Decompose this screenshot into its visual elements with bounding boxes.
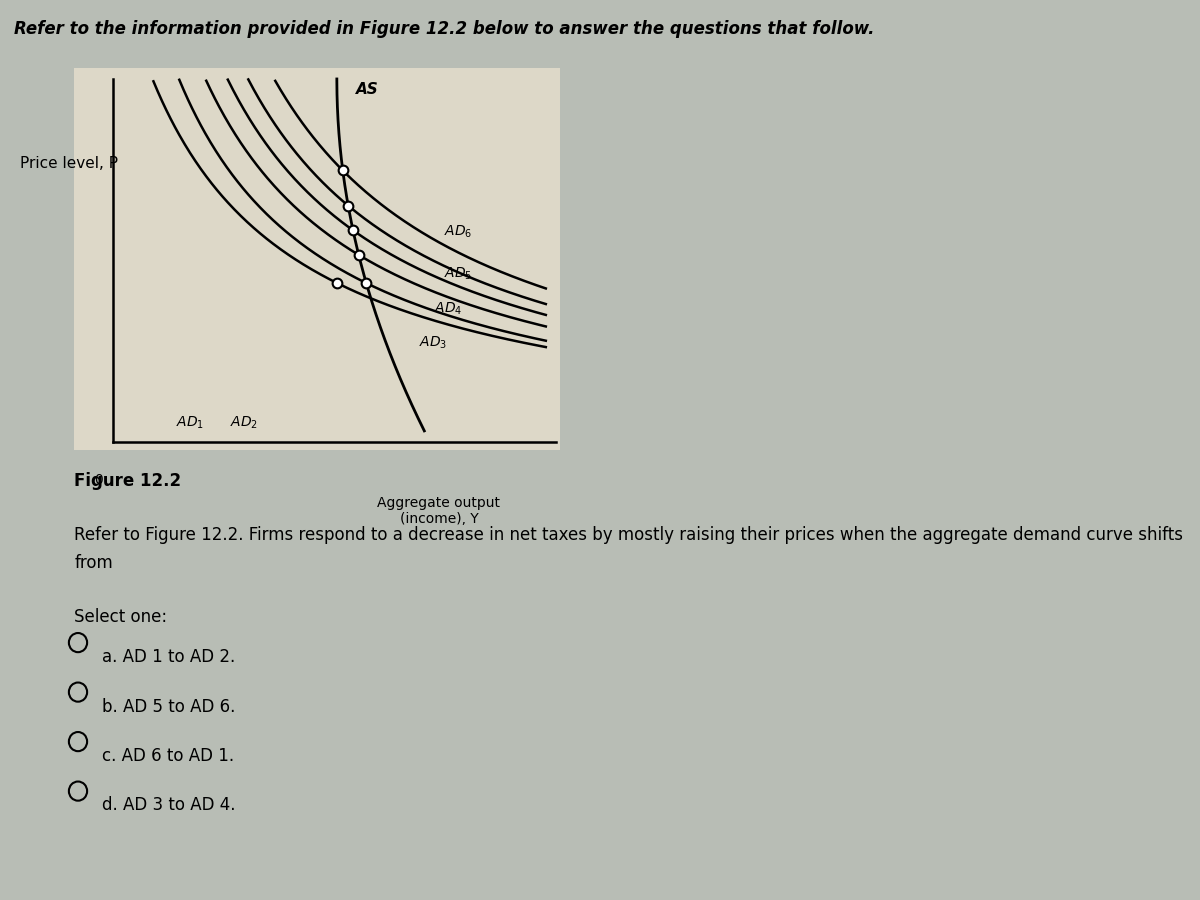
- Text: $AD_{2}$: $AD_{2}$: [230, 415, 258, 431]
- Text: 0: 0: [95, 473, 103, 487]
- Text: $AD_{1}$: $AD_{1}$: [176, 415, 205, 431]
- Text: AS: AS: [356, 82, 379, 97]
- Text: Refer to Figure 12.2. Firms respond to a decrease in net taxes by mostly raising: Refer to Figure 12.2. Firms respond to a…: [74, 526, 1183, 544]
- Text: b. AD 5 to AD 6.: b. AD 5 to AD 6.: [102, 698, 235, 716]
- Text: from: from: [74, 554, 113, 572]
- Text: $AD_{4}$: $AD_{4}$: [434, 301, 462, 317]
- Text: Price level, P: Price level, P: [20, 156, 119, 171]
- Text: Select one:: Select one:: [74, 608, 168, 625]
- Text: Refer to the information provided in Figure 12.2 below to answer the questions t: Refer to the information provided in Fig…: [14, 20, 875, 38]
- Text: d. AD 3 to AD 4.: d. AD 3 to AD 4.: [102, 796, 235, 814]
- Text: $AD_{6}$: $AD_{6}$: [444, 224, 472, 240]
- Text: $AD_{3}$: $AD_{3}$: [420, 335, 448, 351]
- Text: Aggregate output
(income), Y: Aggregate output (income), Y: [377, 496, 500, 526]
- Text: $AD_{5}$: $AD_{5}$: [444, 266, 472, 283]
- Text: c. AD 6 to AD 1.: c. AD 6 to AD 1.: [102, 747, 234, 765]
- Text: Figure 12.2: Figure 12.2: [74, 472, 181, 490]
- Text: a. AD 1 to AD 2.: a. AD 1 to AD 2.: [102, 648, 235, 666]
